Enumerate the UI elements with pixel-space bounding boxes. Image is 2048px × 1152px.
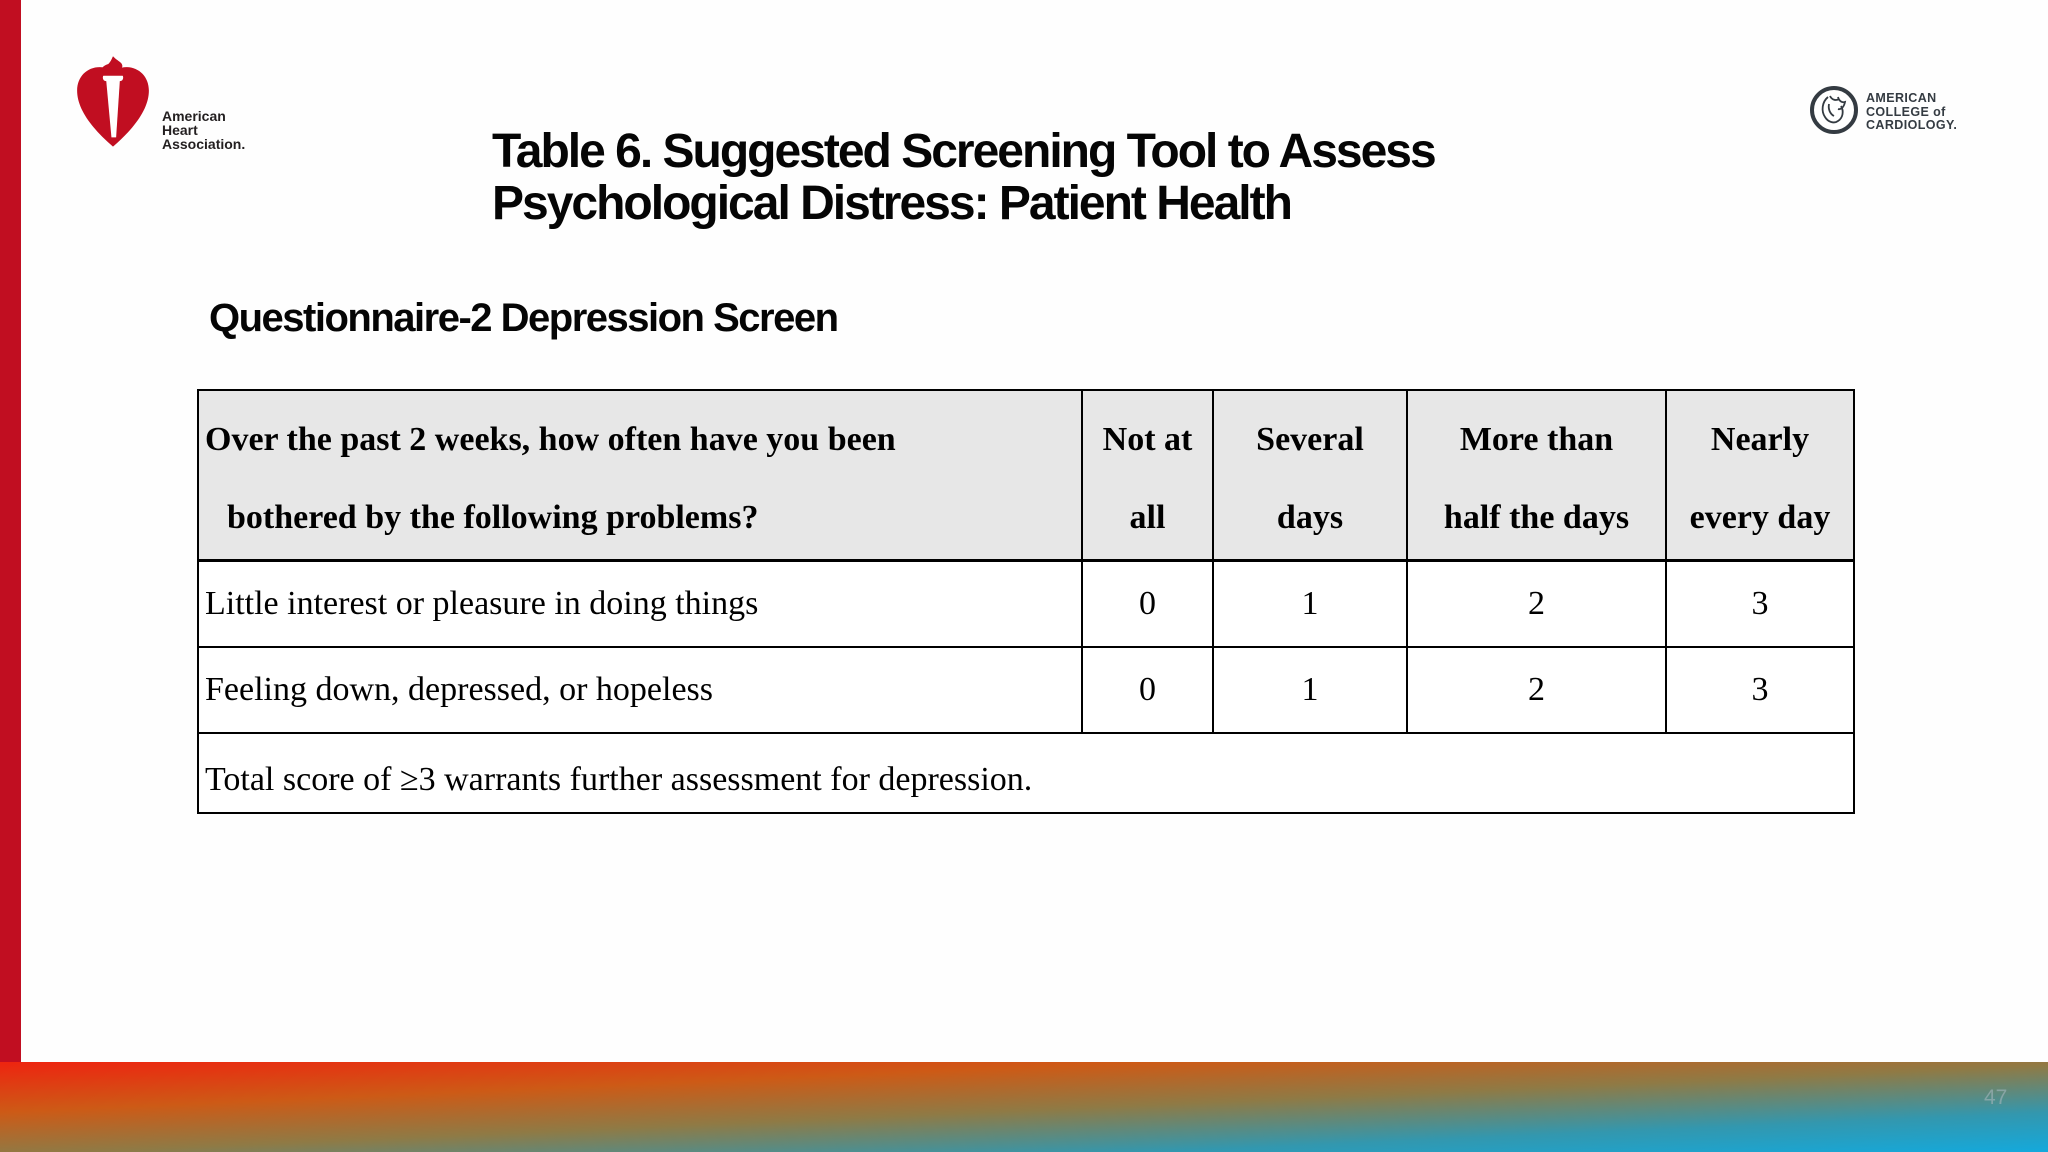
- score-cell: 1: [1212, 559, 1408, 648]
- column-header-nearly-every-day: Nearly every day: [1665, 389, 1855, 562]
- page-number: 47: [1984, 1086, 2008, 1109]
- page-title-line1: Table 6. Suggested Screening Tool to Ass…: [492, 125, 1437, 178]
- red-accent-sidebar: [0, 0, 21, 1062]
- row-label: Little interest or pleasure in doing thi…: [197, 559, 1083, 648]
- aha-logo: American Heart Association.: [74, 56, 245, 155]
- column-header-several-days: Several days: [1212, 389, 1408, 562]
- score-cell: 2: [1406, 646, 1667, 734]
- footnote-text: Total score of ≥3 warrants further asses…: [197, 732, 1855, 814]
- footnote-row: Total score of ≥3 warrants further asses…: [197, 732, 1855, 814]
- acc-logo-text-line: COLLEGE of: [1866, 104, 1946, 119]
- column-header-line: half the days: [1443, 499, 1630, 536]
- score-cell: 3: [1665, 559, 1855, 648]
- phq2-table: Over the past 2 weeks, how often have yo…: [197, 389, 1855, 814]
- acc-logo-text-line: AMERICAN: [1866, 91, 1937, 106]
- column-header-line: days: [1276, 499, 1344, 536]
- score-cell: 2: [1406, 559, 1667, 648]
- score-cell: 0: [1081, 559, 1214, 648]
- question-line1: Over the past 2 weeks, how often have yo…: [205, 421, 896, 458]
- acc-seal-icon: [1808, 84, 1860, 141]
- aha-logo-text: American Heart Association.: [162, 109, 245, 151]
- aha-logo-text-line: American: [162, 108, 226, 124]
- column-header-more-than-half: More than half the days: [1406, 389, 1667, 562]
- table-row: Feeling down, depressed, or hopeless 0 1…: [197, 646, 1855, 734]
- heart-torch-icon: [74, 56, 152, 155]
- column-header-line: Not at: [1102, 421, 1193, 458]
- question-header-cell: Over the past 2 weeks, how often have yo…: [197, 389, 1083, 562]
- column-header-line: Several: [1256, 421, 1364, 458]
- column-header-line: every day: [1689, 499, 1831, 536]
- column-header-not-at-all: Not at all: [1081, 389, 1214, 562]
- row-label: Feeling down, depressed, or hopeless: [197, 646, 1083, 734]
- score-cell: 0: [1081, 646, 1214, 734]
- column-header-line: Nearly: [1710, 421, 1810, 458]
- score-cell: 1: [1212, 646, 1408, 734]
- score-cell: 3: [1665, 646, 1855, 734]
- acc-logo-text-line: CARDIOLOGY.: [1866, 118, 1958, 133]
- column-header-line: More than: [1459, 421, 1614, 458]
- aha-logo-text-line: Association.: [162, 136, 246, 152]
- acc-logo: AMERICAN COLLEGE of CARDIOLOGY.: [1808, 84, 1957, 141]
- table-header-row: Over the past 2 weeks, how often have yo…: [197, 389, 1855, 562]
- column-header-line: all: [1129, 499, 1166, 536]
- acc-logo-text: AMERICAN COLLEGE of CARDIOLOGY.: [1866, 92, 1957, 133]
- bottom-gradient-bar: [0, 1062, 2048, 1152]
- aha-logo-text-line: Heart: [162, 122, 198, 138]
- page-title-line2: Psychological Distress: Patient Health: [492, 177, 1293, 230]
- page-title: Table 6. Suggested Screening Tool to Ass…: [492, 125, 1437, 230]
- question-line2: bothered by the following problems?: [227, 499, 759, 536]
- table-row: Little interest or pleasure in doing thi…: [197, 559, 1855, 648]
- page-subtitle: Questionnaire-2 Depression Screen: [209, 296, 839, 340]
